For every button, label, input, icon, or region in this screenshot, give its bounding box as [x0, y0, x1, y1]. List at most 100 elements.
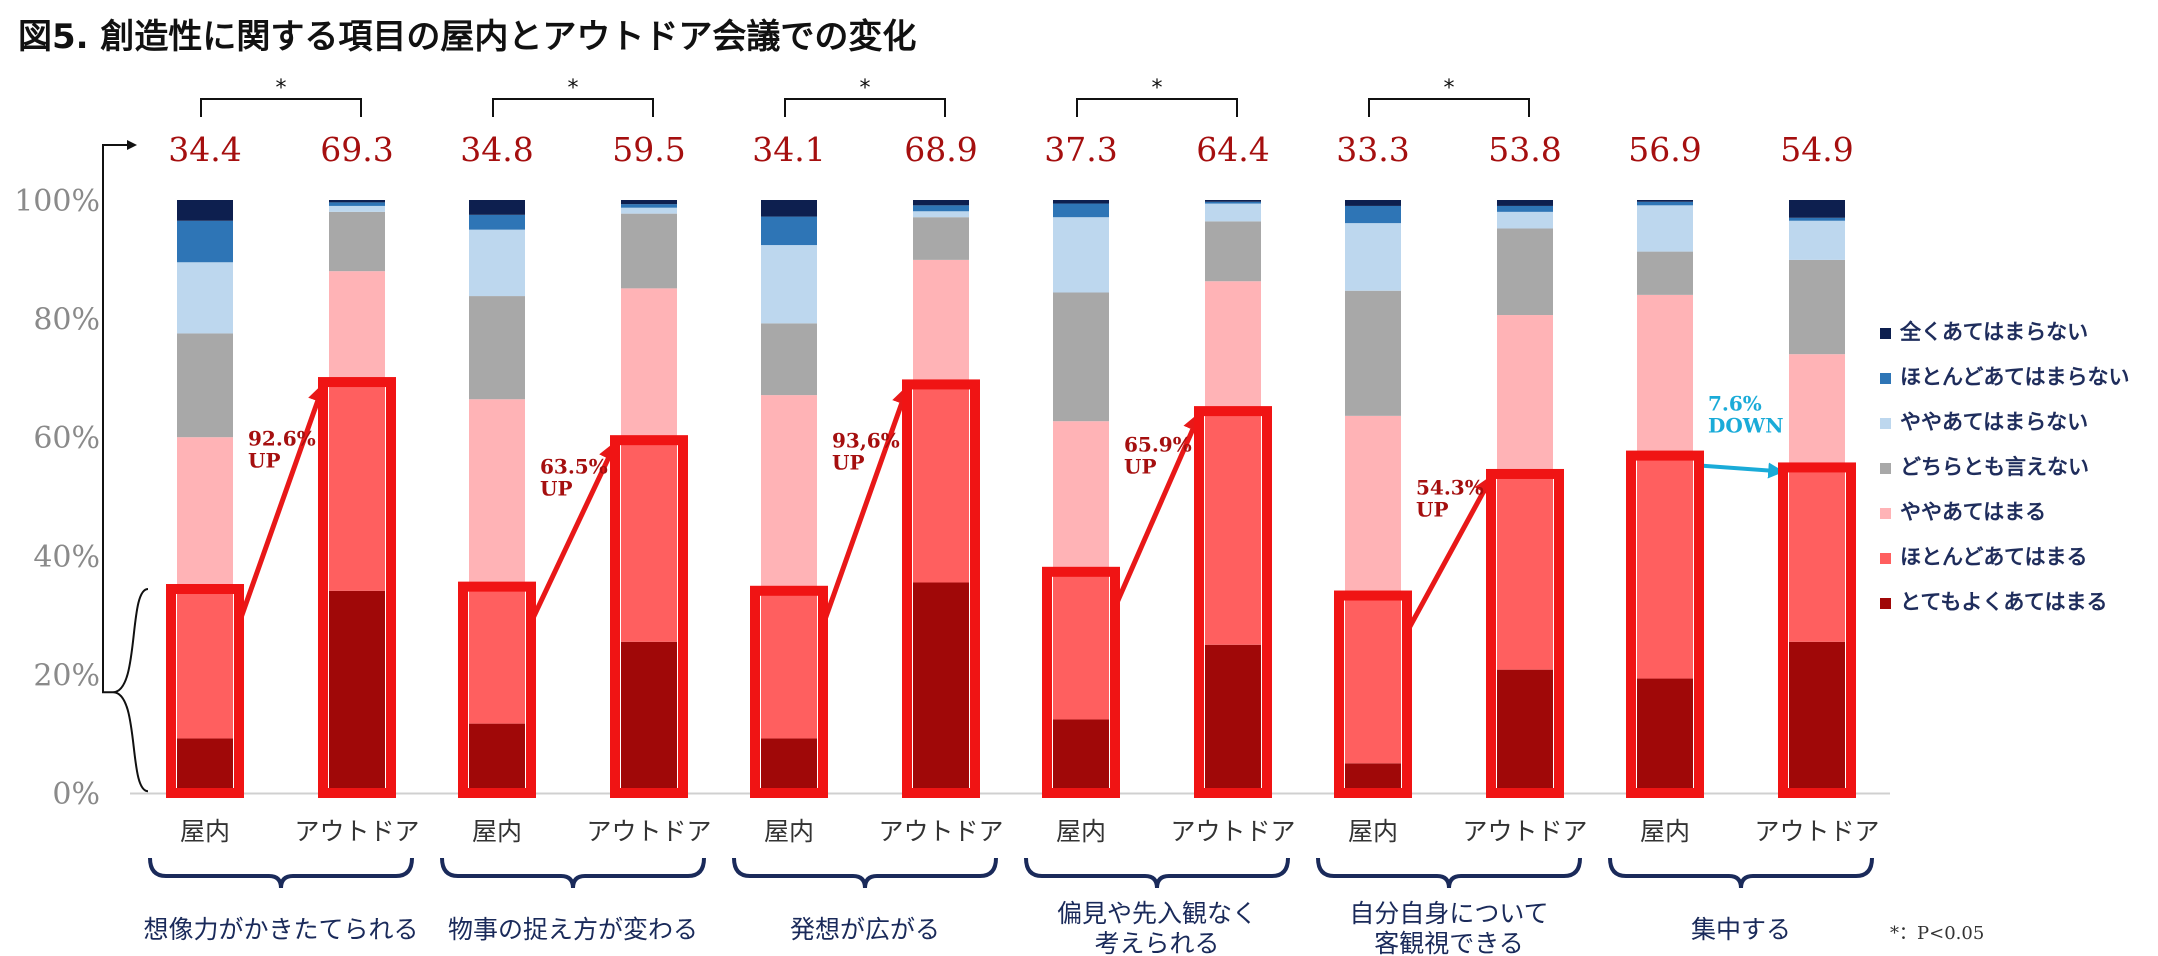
- significance-bracket: [784, 98, 946, 117]
- bar-segment-6: [913, 205, 969, 212]
- legend-swatch: [1880, 553, 1891, 564]
- bar-segment-7: [621, 200, 677, 205]
- bar-segment-5: [177, 262, 233, 334]
- bar-segment-7: [469, 200, 525, 215]
- group-brace: [732, 857, 998, 889]
- highlight-box: [750, 585, 828, 798]
- category-label: 屋内: [764, 817, 814, 846]
- significance-bracket: [492, 98, 654, 117]
- bar-segment-6: [177, 220, 233, 263]
- group-brace: [1316, 857, 1582, 889]
- total-label: 54.9: [1780, 130, 1853, 169]
- bar-segment-2: [469, 586, 525, 724]
- highlight-box: [166, 584, 244, 798]
- significance-star: *: [276, 76, 287, 101]
- bar-segment-2: [913, 384, 969, 583]
- legend-label: どちらとも言えない: [1900, 455, 2089, 479]
- bar-segment-6: [1637, 201, 1693, 206]
- bar-segment-1: [469, 723, 525, 793]
- total-label: 34.1: [752, 130, 825, 169]
- bar-segment-5: [621, 207, 677, 214]
- bar-segment-1: [1205, 644, 1261, 793]
- significance-bracket: [1368, 98, 1530, 117]
- legend-label: ほとんどあてはまらない: [1900, 365, 2130, 389]
- bar-segment-3: [621, 288, 677, 441]
- legend: 全くあてはまらないほとんどあてはまらないややあてはまらないどちらとも言えないやや…: [1880, 320, 2130, 614]
- group-label: 偏見や先入観なく考えられる: [1057, 899, 1257, 956]
- change-arrow: [1402, 474, 1494, 637]
- legend-swatch: [1880, 373, 1891, 384]
- y-tick-label: 80%: [33, 303, 100, 338]
- bar-segment-5: [1205, 203, 1261, 222]
- bar-segment-5: [469, 229, 525, 297]
- bar-segment-1: [177, 738, 233, 793]
- bar-segment-2: [177, 589, 233, 739]
- change-annotation: 7.6% DOWN: [1708, 392, 1784, 438]
- bar-segment-6: [1789, 217, 1845, 221]
- category-label: アウトドア: [1170, 817, 1295, 846]
- bar-segment-5: [1053, 217, 1109, 293]
- bar-segment-7: [329, 200, 385, 203]
- bar-segment-3: [329, 271, 385, 383]
- highlight-box: [1194, 406, 1272, 798]
- change-annotation: 63.5% UP: [540, 454, 608, 500]
- bar-segment-3: [1345, 415, 1401, 596]
- change-annotation: 93,6% UP: [832, 429, 900, 475]
- bar-segment-3: [1205, 281, 1261, 412]
- bar-segment-7: [1205, 200, 1261, 202]
- bar-segment-2: [621, 440, 677, 642]
- group-label: 想像力がかきたてられる: [143, 915, 418, 944]
- group-label: 集中する: [1691, 915, 1791, 944]
- bar-segment-7: [761, 200, 817, 217]
- legend-swatch: [1880, 328, 1891, 339]
- bar-segment-4: [1345, 290, 1401, 416]
- total-label: 64.4: [1196, 130, 1269, 169]
- total-label: 59.5: [612, 130, 685, 169]
- bar-segment-4: [761, 323, 817, 396]
- bar-segment-3: [469, 399, 525, 587]
- legend-label: ややあてはまる: [1900, 500, 2046, 524]
- category-label: 屋内: [1348, 817, 1398, 846]
- legend-swatch: [1880, 508, 1891, 519]
- bar-segment-2: [1053, 571, 1109, 720]
- category-label: 屋内: [1056, 817, 1106, 846]
- bar-segment-6: [761, 216, 817, 246]
- change-arrow: [234, 382, 328, 630]
- total-label: 34.4: [168, 130, 241, 169]
- category-label: アウトドア: [294, 817, 419, 846]
- bar-segment-3: [1053, 421, 1109, 572]
- bar-segment-6: [329, 202, 385, 206]
- bar-segment-5: [1345, 223, 1401, 291]
- highlight-box: [1626, 450, 1704, 798]
- bar-segment-1: [621, 641, 677, 793]
- category-label: アウトドア: [1462, 817, 1587, 846]
- significance-star: *: [860, 76, 871, 101]
- total-label: 53.8: [1488, 130, 1561, 169]
- bar-segment-7: [1053, 200, 1109, 204]
- bar-segment-2: [761, 590, 817, 739]
- y-tick-label: 40%: [33, 540, 100, 575]
- significance-star: *: [1152, 76, 1163, 101]
- bar-segment-1: [1497, 669, 1553, 793]
- legend-label: ほとんどあてはまる: [1900, 545, 2088, 569]
- bar-segment-3: [761, 395, 817, 591]
- bar-segment-7: [1637, 200, 1693, 202]
- bar-segment-4: [913, 217, 969, 260]
- bar-segment-4: [1205, 221, 1261, 282]
- bar-segment-1: [1637, 678, 1693, 793]
- category-label: 屋内: [180, 817, 230, 846]
- labels: 34.4 屋内 69.3 アウトドア 34.8 屋内 59.5 アウトドア 34.1 屋内 68.9…: [143, 130, 1879, 956]
- group-brace: [1608, 857, 1874, 889]
- legend-swatch: [1880, 418, 1891, 429]
- bar-segment-4: [1053, 292, 1109, 422]
- bar-segment-1: [1053, 719, 1109, 793]
- significance-star: *: [1444, 76, 1455, 101]
- group-brace: [440, 857, 706, 889]
- y-tick-label: 60%: [33, 421, 100, 456]
- bar-segment-7: [1789, 200, 1845, 218]
- legend-label: 全くあてはまらない: [1899, 320, 2088, 344]
- category-label: アウトドア: [1754, 817, 1879, 846]
- bar-segment-1: [913, 582, 969, 793]
- bar-segment-2: [1345, 595, 1401, 764]
